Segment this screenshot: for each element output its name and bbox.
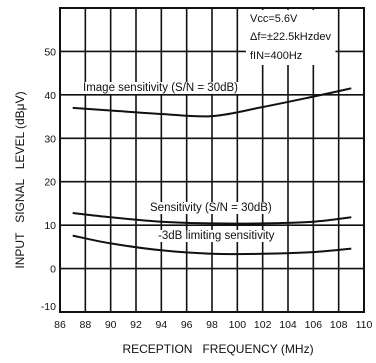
x-tick-label: 86	[54, 319, 66, 331]
y-tick-label: 50	[44, 46, 56, 58]
series-label-1: Image sensitivity (S/N = 30dB)	[83, 82, 238, 94]
x-tick-label: 98	[206, 319, 218, 331]
y-tick-label: -10	[41, 301, 56, 313]
plot-frame	[59, 7, 365, 313]
series-label-3: -3dB limiting sensitivity	[158, 230, 275, 242]
series-label-background	[156, 230, 277, 242]
x-tick-label: 110	[356, 319, 373, 331]
series-line-3	[72, 234, 352, 256]
y-tick-label: 30	[44, 133, 56, 145]
x-tick-label: 104	[279, 319, 297, 331]
condition-deviation: Δf=±22.5kHzdev	[250, 31, 331, 43]
x-tick-label: 106	[305, 319, 323, 331]
series-label-background	[148, 202, 274, 214]
y-tick-label: 40	[44, 90, 56, 102]
y-axis-title: INPUT SIGNAL LEVEL (dBμV)	[13, 91, 27, 268]
y-tick-label: 0	[50, 264, 56, 276]
condition-fin: fIN=400Hz	[250, 50, 302, 62]
tick-labels: 86 88 90 92 94 96 98 100 102 104 106 108 110 -10 0 10 20…	[41, 46, 373, 331]
x-axis-title: RECEPTION FREQUENCY (MHz)	[122, 342, 313, 356]
x-tick-label: 88	[79, 319, 91, 331]
x-tick-label: 90	[105, 319, 117, 331]
condition-vcc: Vcc=5.6V	[250, 13, 298, 25]
series-label-2: Sensitivity (S/N = 30dB)	[150, 202, 272, 214]
series-label-background	[81, 82, 241, 94]
x-tick-label: 100	[229, 319, 247, 331]
series-lines	[72, 87, 352, 256]
x-tick-label: 94	[155, 319, 167, 331]
series-line-1	[72, 87, 352, 118]
series-labels: Image sensitivity (S/N = 30dB) Sensitivit…	[81, 82, 277, 242]
conditions-box: Vcc=5.6V Δf=±22.5kHzdev fIN=400Hz	[246, 10, 336, 65]
series-line-2	[72, 212, 352, 225]
grid-lines	[60, 8, 364, 312]
conditions-background	[246, 10, 336, 65]
x-tick-label: 102	[254, 319, 272, 331]
y-tick-label: 20	[44, 177, 56, 189]
x-tick-label: 96	[181, 319, 193, 331]
y-tick-label: 10	[44, 220, 56, 232]
x-tick-label: 108	[330, 319, 348, 331]
x-tick-label: 92	[130, 319, 142, 331]
